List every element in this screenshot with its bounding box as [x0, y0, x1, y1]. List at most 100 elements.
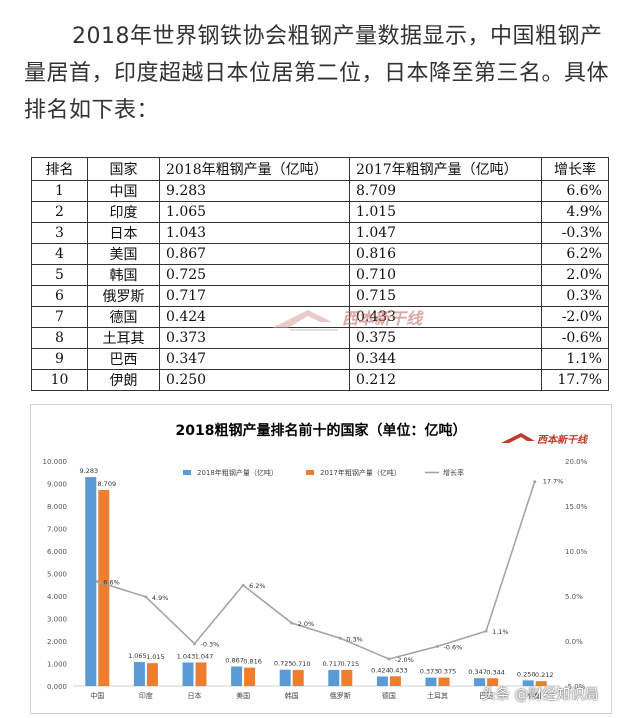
footer-watermark: 头条 @财经知识局 [482, 687, 599, 703]
legend-entry: 2017年粗钢产量（亿吨） [320, 468, 401, 477]
growth-rate-data-label: 1.1% [492, 628, 509, 636]
growth-rate-point [484, 629, 488, 633]
left-axis-tick-label: 10.000 [43, 458, 68, 466]
x-axis-category-label: 伊朗 [528, 691, 542, 700]
bar-2017 [389, 676, 401, 686]
growth-rate-point [95, 580, 99, 584]
bar-2018-data-label: 0.373 [420, 668, 439, 676]
cell-output-2018: 0.867 [159, 243, 350, 265]
cell-rank: 10 [31, 369, 88, 391]
cell-growth: -0.6% [541, 327, 609, 349]
legend-entry: 2018年粗钢产量（亿吨） [197, 468, 278, 477]
cell-country: 韩国 [87, 264, 160, 286]
cell-growth: 6.2% [541, 243, 609, 265]
bar-2017 [535, 681, 547, 686]
cell-rank: 7 [31, 306, 88, 328]
growth-rate-data-label: -0.6% [444, 643, 463, 651]
x-axis-category-label: 美国 [236, 691, 250, 700]
cell-country: 巴西 [87, 348, 160, 370]
cell-country: 中国 [87, 180, 160, 202]
watermark-logo-text: 西本新干线 [342, 309, 424, 328]
growth-rate-point [144, 595, 148, 599]
cell-output-2018: 0.373 [159, 327, 350, 349]
cell-output-2017: 0.344 [349, 348, 542, 370]
bar-2018-data-label: 1.043 [177, 653, 196, 661]
cell-country: 德国 [87, 306, 160, 328]
left-axis-tick-label: 6.000 [47, 548, 67, 556]
bar-2017-data-label: 0.816 [243, 658, 262, 666]
bar-2018-data-label: 0.717 [322, 660, 341, 668]
cell-growth: 2.0% [541, 264, 609, 286]
cell-country: 美国 [87, 243, 160, 265]
bar-2017 [146, 663, 158, 686]
right-axis-tick-label: -5.0% [565, 683, 586, 691]
header-rank: 排名 [31, 157, 88, 181]
bar-2017 [98, 490, 110, 686]
growth-rate-data-label: 6.6% [103, 579, 120, 587]
header-output-2018: 2018年粗钢产量（亿吨） [159, 157, 350, 181]
cell-country: 土耳其 [87, 327, 160, 349]
intro-paragraph: 2018年世界钢铁协会粗钢产量数据显示，中国粗钢产量居首，印度超越日本位居第二位… [24, 24, 610, 123]
logo-mountain-icon [501, 433, 535, 443]
bar-2018 [85, 477, 97, 686]
bar-2018 [376, 676, 388, 686]
combo-chart: 2018粗钢产量排名前十的国家（单位：亿吨） 西本新干线 0.000 1.000 2… [43, 422, 589, 700]
bar-2017 [195, 662, 207, 686]
bar-2017-data-label: 0.344 [486, 668, 505, 676]
cell-country: 俄罗斯 [87, 285, 160, 307]
chart-logo: 西本新干线 [501, 433, 589, 446]
bar-2017 [487, 678, 499, 686]
right-axis-tick-label: 0.0% [565, 638, 583, 646]
cell-output-2017: 8.709 [349, 180, 542, 202]
cell-growth: 4.9% [541, 201, 609, 223]
cell-rank: 2 [31, 201, 88, 223]
bar-2018-data-label: 0.250 [517, 670, 536, 678]
chart-panel: 2018粗钢产量排名前十的国家（单位：亿吨） 西本新干线 0.000 1.000 2… [30, 404, 612, 714]
bar-2017-data-label: 0.710 [292, 660, 311, 668]
bar-2018-data-label: 9.283 [79, 467, 98, 475]
bar-2018 [133, 662, 145, 686]
bar-2018 [474, 678, 486, 686]
bar-2017 [292, 670, 304, 686]
chart-logo-text: 西本新干线 [537, 434, 589, 446]
cell-output-2018: 0.250 [159, 369, 350, 391]
bar-2018-data-label: 0.347 [468, 668, 487, 676]
left-axis-tick-label: 9.000 [47, 481, 67, 489]
left-axis-tick-label: 4.000 [47, 593, 67, 601]
left-axis-tick-label: 1.000 [47, 661, 67, 669]
bar-2017-data-label: 0.433 [389, 666, 408, 674]
growth-rate-point [290, 621, 294, 625]
bar-2017-data-label: 0.375 [438, 668, 457, 676]
cell-output-2017: 1.047 [349, 222, 542, 244]
growth-rate-data-label: 6.2% [249, 582, 266, 590]
left-axis-tick-label: 5.000 [47, 571, 67, 579]
legend-swatch [183, 470, 191, 475]
growth-rate-point [533, 480, 537, 484]
bar-2017-data-label: 1.015 [146, 653, 165, 661]
bar-2018 [279, 669, 291, 686]
growth-rate-point [241, 583, 245, 587]
table-row: 10 伊朗 0.250 0.212 17.7% [31, 369, 609, 391]
x-axis-category-label: 印度 [139, 691, 153, 700]
bar-2018-data-label: 1.065 [128, 652, 147, 660]
cell-output-2017: 0.375 [349, 327, 542, 349]
cell-rank: 6 [31, 285, 88, 307]
left-axis-tick-label: 8.000 [47, 503, 67, 511]
cell-rank: 5 [31, 264, 88, 286]
left-axis-tick-label: 0.000 [47, 683, 67, 691]
growth-rate-point [193, 642, 196, 646]
left-axis-tick-label: 3.000 [47, 616, 67, 624]
cell-growth: -0.3% [541, 222, 609, 244]
x-axis-category-label: 土耳其 [427, 691, 448, 700]
cell-growth: 0.3% [541, 285, 609, 307]
bar-2018 [231, 666, 243, 686]
table-row: 5 韩国 0.725 0.710 2.0% [31, 264, 609, 286]
growth-rate-line [97, 481, 536, 660]
cell-output-2018: 0.347 [159, 348, 350, 370]
x-axis-category-label: 巴西 [479, 692, 493, 700]
growth-rate-data-label: -0.3% [201, 641, 220, 649]
bar-2018-data-label: 0.424 [371, 666, 390, 674]
growth-rate-data-label: -2.0% [395, 656, 414, 664]
growth-rate-data-label: 4.9% [152, 594, 169, 602]
legend-entry: 增长率 [443, 468, 464, 477]
